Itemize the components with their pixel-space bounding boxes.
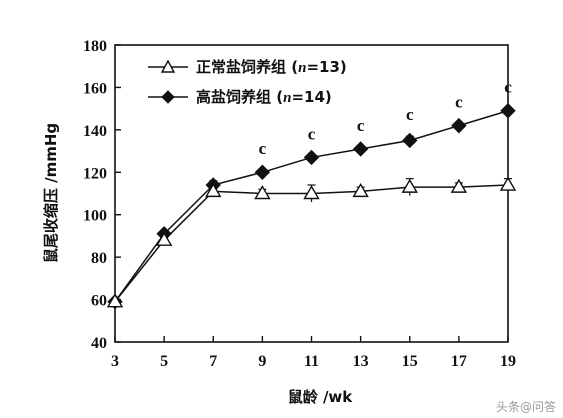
data-point-diamond	[451, 117, 467, 134]
x-tick-label: 19	[500, 353, 516, 370]
x-axis-ticks: 3 5 7 9 11 13 15 17 19	[111, 336, 516, 370]
legend-marker-open-triangle	[160, 59, 176, 73]
x-axis-title: 鼠龄 /wk	[288, 388, 354, 406]
x-tick-label: 9	[258, 353, 266, 370]
y-axis-title: 鼠尾收缩压 /mmHg	[42, 123, 60, 263]
significance-markers: c c c c c c	[259, 78, 513, 159]
x-tick-label: 17	[451, 353, 467, 370]
significance-label: c	[308, 124, 316, 143]
x-tick-label: 3	[111, 353, 119, 370]
y-tick-label: 120	[83, 165, 107, 182]
y-tick-label: 80	[91, 250, 107, 267]
data-point-triangle	[254, 185, 271, 200]
x-tick-label: 15	[402, 353, 418, 370]
significance-label: c	[504, 78, 512, 97]
y-tick-label: 140	[83, 123, 107, 140]
significance-label: c	[406, 105, 414, 124]
y-tick-label: 40	[91, 335, 107, 352]
data-point-diamond	[352, 141, 369, 157]
data-point-diamond	[402, 132, 418, 149]
data-point-diamond	[303, 149, 320, 166]
data-point-diamond	[254, 164, 271, 180]
data-point-diamond	[500, 103, 516, 119]
legend-label-high-salt: 高盐饲养组 (n=14)	[196, 88, 332, 106]
y-tick-label: 100	[83, 208, 107, 225]
data-point-triangle	[155, 231, 173, 246]
x-tick-label: 7	[209, 353, 217, 370]
series-layer	[106, 103, 517, 310]
data-point-triangle	[352, 182, 369, 198]
significance-label: c	[455, 92, 463, 111]
watermark: 头条@问答	[496, 399, 556, 414]
x-tick-label: 13	[353, 353, 369, 370]
data-point-triangle	[106, 293, 124, 308]
x-tick-label: 5	[160, 353, 168, 370]
significance-label: c	[259, 139, 267, 158]
legend-marker-filled-diamond	[161, 90, 175, 104]
y-tick-label: 180	[83, 38, 107, 55]
significance-label: c	[357, 116, 365, 135]
series-line-0	[114, 184, 509, 303]
y-tick-label: 60	[91, 293, 107, 310]
data-point-triangle	[499, 176, 517, 191]
y-tick-label: 160	[83, 80, 107, 97]
data-point-triangle	[205, 182, 222, 198]
y-axis-ticks: 40 60 80 100 120 140 160 180	[83, 38, 121, 352]
legend-label-normal-salt: 正常盐饲养组 (n=13)	[196, 58, 347, 76]
legend: 正常盐饲养组 (n=13) 高盐饲养组 (n=14)	[148, 58, 347, 106]
data-point-triangle	[401, 178, 418, 193]
x-tick-label: 11	[304, 353, 319, 370]
data-point-triangle	[303, 185, 320, 200]
data-point-triangle	[450, 178, 468, 193]
